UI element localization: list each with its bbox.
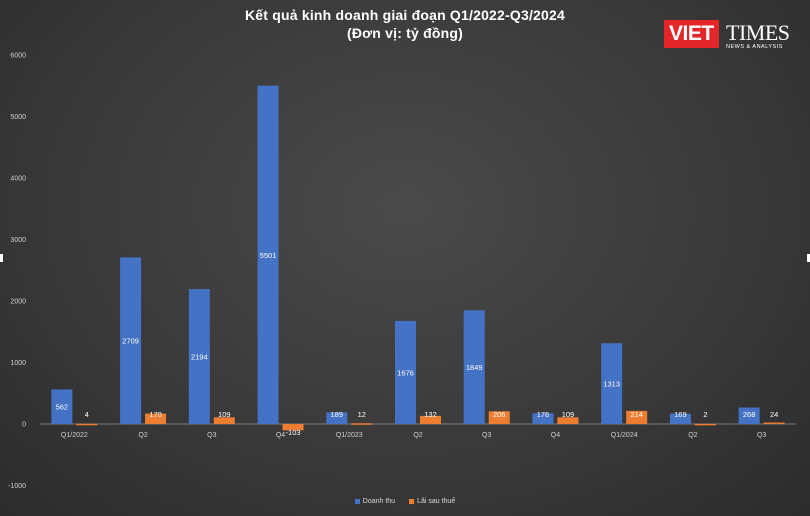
logo-times: TIMES: [726, 20, 790, 45]
data-label-profit: -103: [286, 428, 301, 437]
viettimes-logo: VIET TIMES NEWS & ANALYSIS: [664, 20, 790, 54]
chart-title: Kết quả kinh doanh giai đoạn Q1/2022-Q3/…: [245, 7, 565, 23]
legend-item-profit: Lãi sau thuế: [409, 498, 455, 505]
bar-profit: [557, 417, 579, 424]
data-label-profit: 109: [562, 410, 575, 419]
data-label-profit: 109: [218, 410, 231, 419]
bar-profit: [76, 423, 98, 426]
bar-revenue: [326, 412, 348, 424]
data-label-profit: 170: [149, 410, 162, 419]
y-tick-label: -1000: [8, 483, 26, 490]
x-tick-label: Q1/2023: [336, 432, 363, 439]
bar-revenue: [532, 413, 554, 424]
bar-revenue: [463, 310, 485, 424]
x-tick-label: Q4: [276, 432, 285, 439]
bar-profit: [213, 417, 235, 424]
bar-revenue: [395, 320, 416, 424]
data-label-revenue: 562: [56, 403, 69, 412]
data-label-revenue: 268: [743, 410, 756, 419]
y-tick-label: 6000: [10, 53, 26, 60]
x-tick-label: Q3: [482, 432, 491, 439]
bar-profit: [282, 424, 304, 431]
right-edge-marker: [807, 254, 810, 262]
data-label-revenue: 189: [331, 410, 344, 419]
y-tick-label: 2000: [10, 299, 26, 306]
legend-label-revenue: Doanh thu: [362, 498, 396, 505]
bar-revenue: [51, 389, 73, 424]
data-label-profit: 132: [424, 410, 437, 419]
bar-profit: [420, 415, 441, 424]
y-tick-label: 5000: [10, 114, 26, 121]
x-tick-label: Q3: [757, 432, 766, 439]
data-label-profit: 214: [630, 410, 643, 419]
x-tick-label: Q1/2024: [611, 432, 638, 439]
x-tick-label: Q2: [688, 432, 697, 439]
x-tick-label: Q2: [138, 432, 147, 439]
data-label-profit: 206: [493, 410, 506, 419]
y-tick-label: 1000: [10, 360, 26, 367]
x-tick-label: Q3: [207, 432, 216, 439]
legend-label-profit: Lãi sau thuế: [417, 498, 456, 505]
left-edge-marker: [0, 254, 3, 262]
legend: Doanh thu Lãi sau thuế: [0, 498, 810, 505]
data-label-profit: 2: [703, 410, 707, 419]
bar-profit: [145, 413, 167, 424]
data-label-revenue: 2709: [122, 337, 139, 346]
bar-revenue: [120, 257, 142, 424]
logo-viet: VIET: [664, 20, 719, 48]
data-label-profit: 12: [358, 410, 366, 419]
data-label-profit: 4: [85, 410, 89, 419]
bar-revenue: [257, 85, 279, 424]
y-tick-label: 4000: [10, 176, 26, 183]
logo-tagline: NEWS & ANALYSIS: [726, 44, 783, 50]
chart-subtitle: (Đơn vị: tỷ đồng): [346, 25, 463, 41]
bar-revenue: [188, 289, 210, 424]
legend-swatch-revenue: [354, 499, 360, 504]
y-tick-label: 3000: [10, 237, 26, 244]
bar-profit: [763, 422, 785, 425]
bar-profit: [694, 423, 716, 426]
bar-profit: [351, 423, 373, 425]
data-label-revenue: 5501: [260, 251, 277, 260]
data-label-revenue: 176: [537, 410, 550, 419]
legend-swatch-profit: [409, 499, 415, 504]
y-tick-label: 0: [22, 422, 26, 429]
data-label-profit: 24: [770, 410, 778, 419]
data-label-revenue: 1676: [397, 368, 414, 377]
data-label-revenue: 1849: [466, 363, 483, 372]
bar-revenue: [669, 413, 691, 424]
data-label-revenue: 169: [674, 410, 687, 419]
x-tick-label: Q2: [413, 432, 422, 439]
data-label-revenue: 2194: [191, 353, 208, 362]
data-label-revenue: 1313: [603, 380, 620, 389]
x-tick-label: Q1/2022: [61, 432, 88, 439]
x-tick-label: Q4: [551, 432, 560, 439]
bar-profit: [488, 411, 510, 424]
legend-item-revenue: Doanh thu: [354, 498, 396, 505]
bar-revenue: [738, 407, 760, 424]
bar-revenue: [601, 343, 623, 424]
bar-profit: [626, 410, 648, 424]
